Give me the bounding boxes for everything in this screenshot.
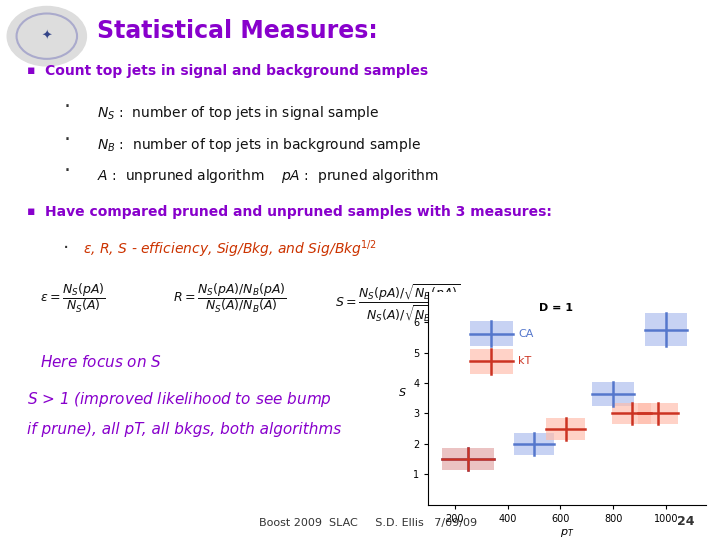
- X-axis label: $p_T$: $p_T$: [560, 526, 574, 539]
- Text: if prune), all pT, all bkgs, both algorithms: if prune), all pT, all bkgs, both algori…: [27, 422, 341, 437]
- Text: $R = \dfrac{N_S(pA)/N_B(pA)}{N_S(A)/N_B(A)}$: $R = \dfrac{N_S(pA)/N_B(pA)}{N_S(A)/N_B(…: [173, 282, 287, 315]
- Bar: [639, 402, 678, 424]
- Text: $S = \dfrac{N_S(pA)/\sqrt{N_B(pA)}}{N_S(A)/\sqrt{N_B(A)}}$: $S = \dfrac{N_S(pA)/\sqrt{N_B(pA)}}{N_S(…: [335, 282, 460, 323]
- Text: Here focus on $S$: Here focus on $S$: [40, 354, 161, 370]
- Text: ·: ·: [63, 161, 71, 181]
- Text: ▪: ▪: [27, 64, 36, 77]
- Bar: [645, 313, 687, 346]
- Text: ·: ·: [63, 239, 70, 258]
- Text: ·: ·: [63, 130, 71, 150]
- Text: ✦: ✦: [42, 30, 52, 43]
- Text: Statistical Measures:: Statistical Measures:: [97, 19, 378, 43]
- Text: ▪: ▪: [27, 205, 36, 218]
- Text: Count top jets in signal and background samples: Count top jets in signal and background …: [45, 64, 428, 78]
- Text: D = 1: D = 1: [539, 303, 573, 313]
- Text: $\epsilon = \dfrac{N_S(pA)}{N_S(A)}$: $\epsilon = \dfrac{N_S(pA)}{N_S(A)}$: [40, 282, 105, 315]
- Text: CA: CA: [518, 329, 534, 339]
- Text: $N_S$ :  number of top jets in signal sample: $N_S$ : number of top jets in signal sam…: [97, 104, 379, 122]
- Text: $A$ :  unpruned algorithm    $pA$ :  pruned algorithm: $A$ : unpruned algorithm $pA$ : pruned a…: [97, 167, 439, 185]
- Y-axis label: S: S: [398, 388, 405, 399]
- Bar: [470, 349, 513, 374]
- Circle shape: [7, 6, 86, 66]
- Text: ·: ·: [63, 97, 71, 117]
- Bar: [592, 382, 634, 406]
- Text: $S$ > 1 (improved likelihood to see bump: $S$ > 1 (improved likelihood to see bump: [27, 390, 332, 409]
- Bar: [470, 321, 513, 346]
- Text: $N_B$ :  number of top jets in background sample: $N_B$ : number of top jets in background…: [97, 136, 421, 154]
- Text: kT: kT: [518, 356, 532, 367]
- Bar: [546, 418, 585, 440]
- Bar: [441, 448, 495, 470]
- Bar: [612, 402, 652, 424]
- Bar: [441, 448, 495, 470]
- Text: 24: 24: [678, 515, 695, 528]
- Text: $\varepsilon$, $R$, $S$ - efficiency, Sig/Bkg, and Sig/Bkg$^{1/2}$: $\varepsilon$, $R$, $S$ - efficiency, Si…: [83, 239, 377, 260]
- Text: Boost 2009  SLAC     S.D. Ellis   7/09/09: Boost 2009 SLAC S.D. Ellis 7/09/09: [259, 518, 477, 528]
- Bar: [514, 433, 554, 455]
- Text: Have compared pruned and unpruned samples with 3 measures:: Have compared pruned and unpruned sample…: [45, 205, 552, 219]
